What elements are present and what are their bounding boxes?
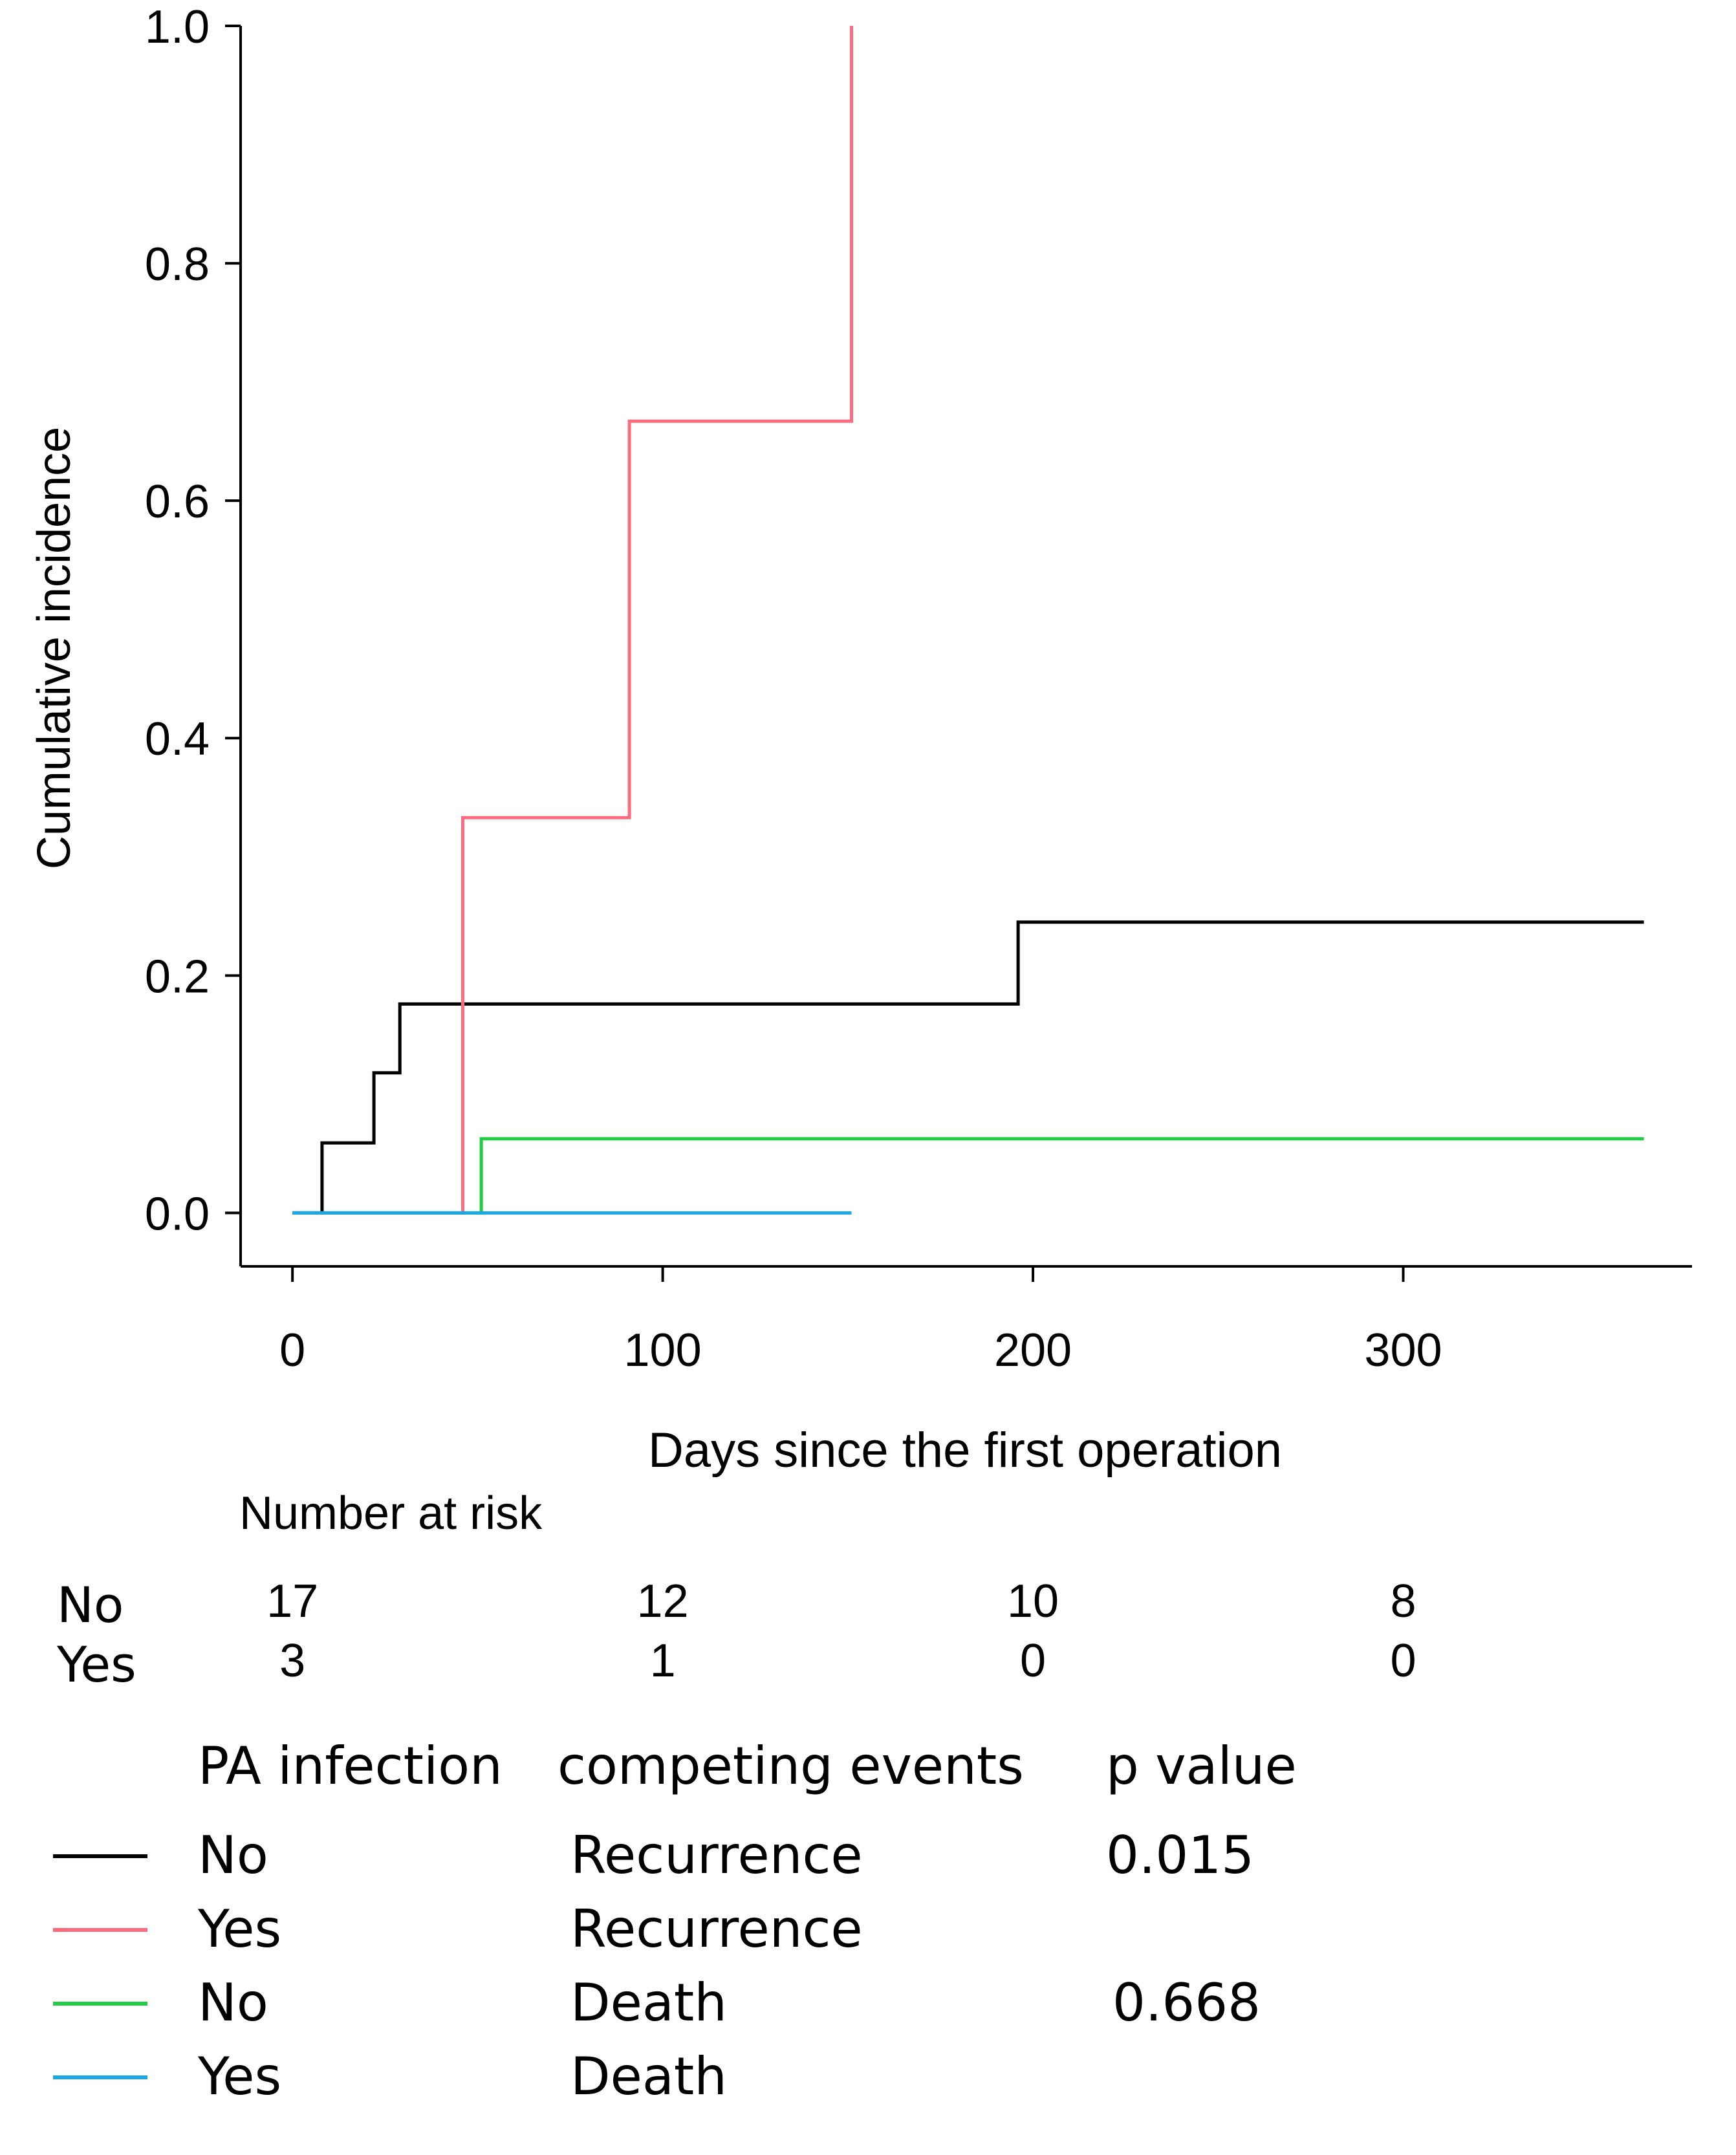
x-tick-label: 300 bbox=[1364, 1325, 1442, 1376]
risk-value: 17 bbox=[266, 1576, 318, 1627]
y-tick-label: 0.4 bbox=[145, 713, 210, 765]
legend-p-value: 0.668 bbox=[1112, 1973, 1261, 2033]
risk-row-label: No bbox=[57, 1576, 124, 1634]
y-tick-label: 0.0 bbox=[145, 1188, 210, 1240]
y-tick-label: 0.2 bbox=[145, 951, 210, 1002]
risk-value: 0 bbox=[1390, 1635, 1416, 1687]
risk-value: 12 bbox=[637, 1576, 689, 1627]
risk-value: 0 bbox=[1020, 1635, 1046, 1687]
legend-header-event: competing events bbox=[558, 1736, 1024, 1796]
risk-value: 8 bbox=[1390, 1576, 1416, 1627]
risk-value: 10 bbox=[1007, 1576, 1059, 1627]
legend-event: Death bbox=[570, 1973, 727, 2033]
legend-group: No bbox=[198, 1973, 268, 2033]
legend: PA infection competing events p value No Rec… bbox=[53, 1736, 1297, 2106]
legend-p-value: 0.015 bbox=[1106, 1825, 1254, 1885]
risk-table-title: Number at risk bbox=[239, 1488, 543, 1539]
series-line-2 bbox=[292, 26, 853, 1215]
y-tick-label: 0.8 bbox=[145, 239, 210, 290]
x-axis-label: Days since the first operation bbox=[648, 1423, 1282, 1478]
legend-header-p: p value bbox=[1106, 1736, 1297, 1796]
legend-header-group: PA infection bbox=[198, 1736, 503, 1796]
risk-value: 1 bbox=[650, 1635, 676, 1687]
plot-axes: 0.0 0.2 0.4 0.6 0.8 1.0 0 100 200 300 bbox=[145, 1, 1692, 1376]
y-tick-label: 0.6 bbox=[145, 476, 210, 528]
x-tick-label: 100 bbox=[624, 1325, 702, 1376]
risk-row-label: Yes bbox=[56, 1636, 136, 1693]
legend-event: Recurrence bbox=[570, 1825, 863, 1885]
series-line-1 bbox=[292, 920, 1644, 1215]
risk-value: 3 bbox=[279, 1635, 305, 1687]
y-axis-label: Cumulative incidence bbox=[28, 427, 80, 869]
x-tick-label: 0 bbox=[279, 1325, 305, 1376]
legend-event: Recurrence bbox=[570, 1899, 863, 1959]
series-line-3 bbox=[292, 1137, 1644, 1215]
y-tick-label: 1.0 bbox=[145, 1, 210, 53]
legend-group: No bbox=[198, 1825, 268, 1885]
plot-series bbox=[292, 26, 1644, 1215]
x-tick-label: 200 bbox=[994, 1325, 1072, 1376]
legend-event: Death bbox=[570, 2046, 727, 2106]
legend-group: Yes bbox=[197, 1899, 281, 1959]
legend-group: Yes bbox=[197, 2046, 281, 2106]
